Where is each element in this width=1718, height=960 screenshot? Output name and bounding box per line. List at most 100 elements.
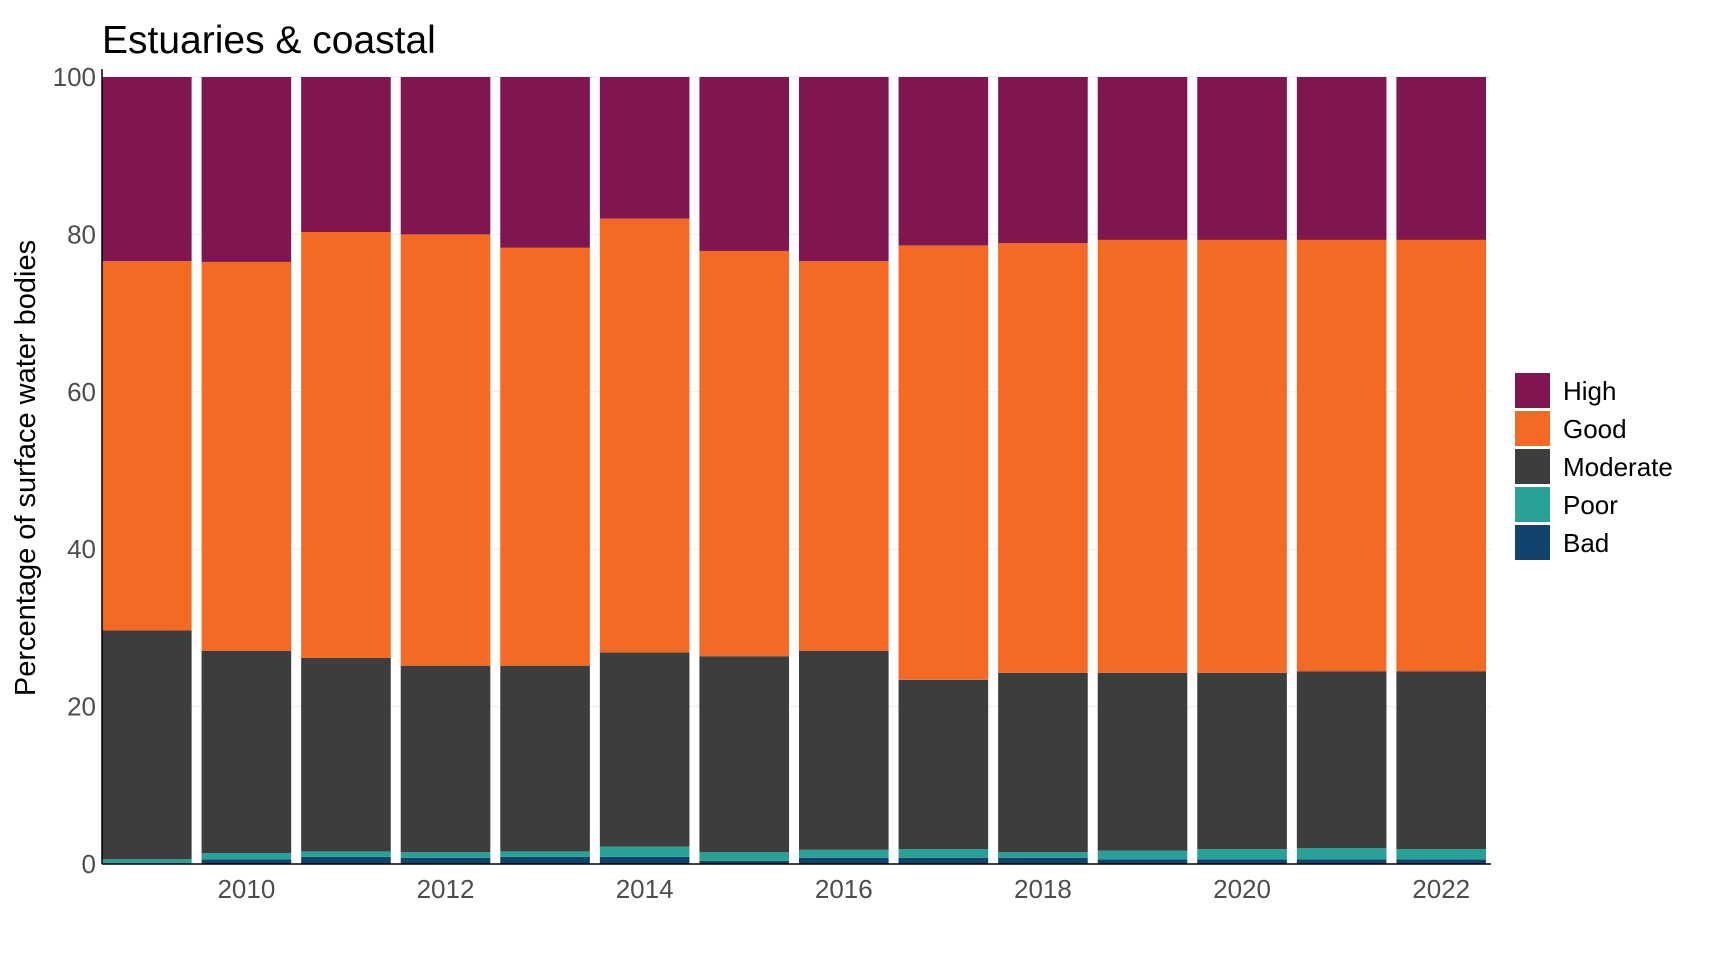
bar-segment-poor-2018 (998, 852, 1088, 858)
x-tick-labels: 2010 2012 2014 2016 2018 2020 2022 (217, 874, 1470, 904)
legend-label-poor: Poor (1563, 490, 1618, 520)
legend-swatch-moderate (1515, 449, 1550, 484)
y-tick-labels: 0 20 40 60 80 100 (53, 62, 96, 879)
x-tick-label: 2018 (1014, 874, 1072, 904)
bar-segment-bad-2018 (998, 857, 1088, 864)
bar-segment-poor-2016 (798, 849, 889, 858)
legend: High Good Moderate Poor Bad (1515, 373, 1673, 560)
bar-segment-moderate-2013 (500, 665, 590, 852)
legend-label-bad: Bad (1563, 528, 1609, 558)
x-tick-label: 2016 (815, 874, 873, 904)
bar-segment-good-2013 (500, 247, 590, 666)
bar-segment-good-2014 (599, 218, 690, 653)
bar-segment-good-2019 (1097, 239, 1188, 673)
legend-swatch-high (1515, 373, 1550, 408)
bar-segment-moderate-2017 (898, 679, 989, 850)
bar-segment-good-2009 (102, 261, 192, 631)
bar-segment-bad-2015 (699, 860, 790, 864)
bar-segment-poor-2022 (1396, 849, 1487, 860)
x-tick-label: 2020 (1213, 874, 1271, 904)
bar-segment-moderate-2022 (1396, 671, 1487, 850)
bar-segment-high-2009 (102, 77, 192, 262)
bar-segment-good-2010 (201, 261, 292, 651)
bar-segment-high-2011 (301, 77, 391, 233)
bar-segment-bad-2019 (1097, 859, 1188, 864)
bar-segment-moderate-2011 (301, 657, 391, 852)
bar-segment-good-2012 (400, 234, 491, 666)
bar-segment-high-2019 (1097, 77, 1188, 240)
bar-segment-poor-2010 (201, 852, 292, 860)
bar-segment-moderate-2009 (102, 630, 192, 860)
legend-label-high: High (1563, 376, 1616, 406)
y-tick-label: 20 (67, 692, 96, 722)
y-tick-label: 40 (67, 534, 96, 564)
bar-segment-bad-2012 (400, 857, 491, 864)
y-tick-label: 80 (67, 219, 96, 249)
bar-segment-moderate-2014 (599, 652, 690, 847)
bar-segment-high-2018 (998, 77, 1088, 244)
bar-segment-poor-2019 (1097, 850, 1188, 860)
chart-title: Estuaries & coastal (102, 19, 436, 62)
bar-segment-poor-2011 (301, 851, 391, 857)
bar-segment-bad-2017 (898, 857, 989, 864)
bar-segment-poor-2009 (102, 859, 192, 864)
bar-segment-poor-2015 (699, 852, 790, 861)
bar-segment-poor-2013 (500, 851, 590, 857)
bar-segment-moderate-2021 (1296, 671, 1387, 849)
bar-segment-high-2010 (201, 77, 292, 262)
y-tick-label: 60 (67, 377, 96, 407)
bar-segment-high-2015 (699, 77, 790, 251)
bar-segment-good-2015 (699, 250, 790, 657)
y-tick-label: 0 (82, 849, 96, 879)
bar-segment-high-2017 (898, 77, 989, 246)
axes (101, 69, 1491, 865)
bar-segment-moderate-2020 (1197, 672, 1287, 850)
bar-segment-bad-2016 (798, 857, 889, 864)
bar-segment-high-2016 (798, 77, 889, 262)
legend-swatch-poor (1515, 487, 1550, 522)
x-tick-label: 2010 (217, 874, 275, 904)
bar-segment-bad-2013 (500, 856, 590, 864)
y-tick-label: 100 (53, 62, 96, 92)
bar-segment-good-2011 (301, 232, 391, 658)
bar-segment-high-2012 (400, 77, 491, 235)
bar-segment-poor-2012 (400, 852, 491, 858)
bar-segment-bad-2010 (201, 859, 292, 864)
bar-segment-moderate-2016 (798, 650, 889, 850)
bar-segment-bad-2011 (301, 856, 391, 864)
x-tick-label: 2012 (417, 874, 475, 904)
bar-segment-good-2021 (1296, 239, 1387, 672)
bar-segment-poor-2014 (599, 846, 690, 857)
x-tick-label: 2014 (616, 874, 674, 904)
bar-segment-bad-2020 (1197, 859, 1287, 864)
bar-segment-high-2014 (599, 77, 690, 219)
bar-segment-good-2018 (998, 243, 1088, 673)
bar-segment-good-2017 (898, 245, 989, 680)
legend-label-moderate: Moderate (1563, 452, 1673, 482)
bar-segment-moderate-2012 (400, 665, 491, 853)
bar-segment-high-2022 (1396, 77, 1487, 240)
bar-segment-high-2013 (500, 77, 590, 248)
bars (102, 77, 1487, 864)
bar-segment-moderate-2019 (1097, 672, 1188, 851)
bar-segment-moderate-2010 (201, 650, 292, 853)
bar-segment-good-2016 (798, 261, 889, 651)
bar-segment-bad-2021 (1296, 859, 1387, 864)
bar-segment-good-2022 (1396, 239, 1487, 672)
bar-segment-poor-2017 (898, 849, 989, 858)
bar-segment-poor-2021 (1296, 848, 1387, 860)
legend-swatch-good (1515, 411, 1550, 446)
bar-segment-high-2021 (1296, 77, 1387, 240)
bar-segment-bad-2022 (1396, 859, 1487, 864)
bar-segment-poor-2020 (1197, 849, 1287, 860)
bar-segment-moderate-2015 (699, 656, 790, 853)
bar-segment-moderate-2018 (998, 672, 1088, 853)
bar-segment-good-2020 (1197, 239, 1287, 673)
bar-segment-bad-2014 (599, 856, 690, 864)
legend-swatch-bad (1515, 525, 1550, 560)
legend-label-good: Good (1563, 414, 1627, 444)
bar-segment-high-2020 (1197, 77, 1287, 240)
y-axis-label: Percentage of surface water bodies (10, 240, 42, 696)
x-tick-label: 2022 (1412, 874, 1470, 904)
